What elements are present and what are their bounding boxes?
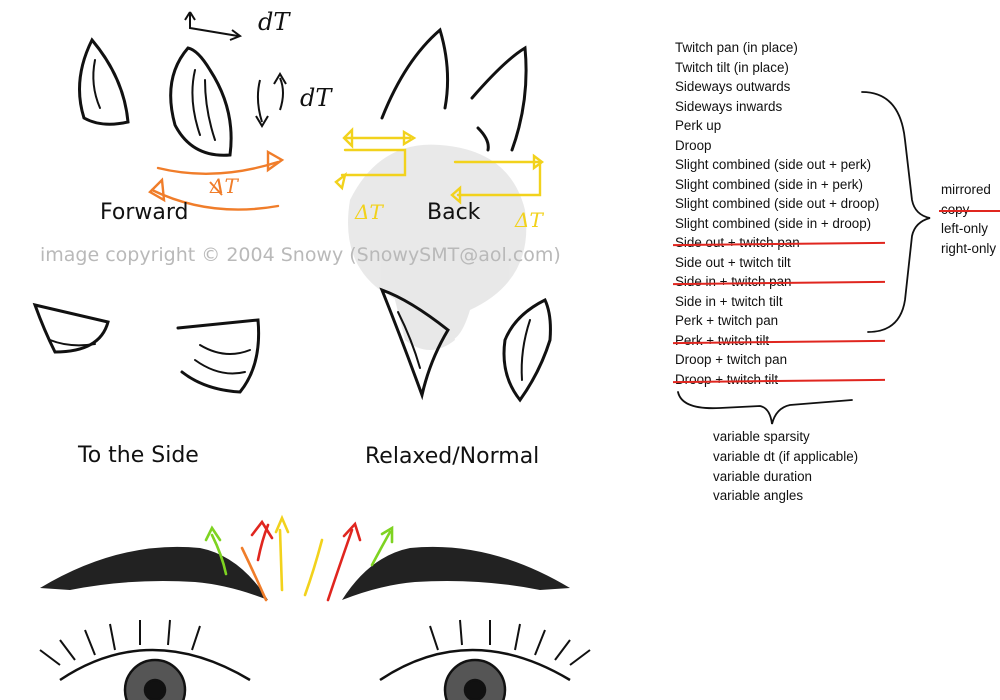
movement-item: Twitch tilt (in place) — [675, 59, 789, 75]
back-motion-arrows — [334, 127, 544, 205]
ear-side-right — [176, 318, 261, 394]
mode-item: copy — [938, 200, 1000, 220]
movement-item: Perk up — [675, 118, 722, 133]
movement-item: Droop + twitch pan — [675, 352, 788, 367]
variable-list: variable sparsity variable dt (if applica… — [713, 427, 858, 506]
mode-item: mirrored — [941, 182, 991, 197]
mode-item: right-only — [941, 240, 997, 256]
eyebrow-left — [40, 546, 268, 600]
dt-label-forward: ΔT — [210, 174, 238, 198]
movement-item: Perk + twitch pan — [675, 313, 779, 328]
ear-forward-right — [169, 46, 233, 157]
eye-left — [39, 619, 251, 700]
dt-label-back-right: ΔT — [515, 208, 543, 232]
movement-item: Side in + twitch tilt — [675, 293, 783, 309]
label-forward: Forward — [100, 200, 189, 225]
ear-side-left — [32, 302, 110, 354]
movement-item: Slight combined (side in + droop) — [675, 215, 872, 231]
mode-item: left-only — [941, 221, 988, 236]
variable-item: variable sparsity — [713, 429, 810, 444]
brow-motion-arrows — [204, 514, 394, 602]
variable-item: variable duration — [713, 468, 813, 484]
movement-item: Side out + twitch pan — [675, 233, 879, 253]
movement-item: Sideways outwards — [675, 79, 791, 94]
mode-list: mirrored copy left-only right-only — [938, 180, 1000, 258]
dt-forward-mark — [209, 181, 223, 196]
movement-item: Droop — [675, 137, 712, 153]
dt-label-mid: dT — [300, 84, 332, 112]
dt-label-top: dT — [258, 8, 290, 36]
movement-item: Perk + twitch tilt — [675, 331, 879, 351]
movement-item: Slight combined (side out + droop) — [675, 196, 880, 211]
forward-motion-arrows — [148, 149, 285, 211]
copyright-text: image copyright © 2004 Snowy (SnowySMT@a… — [40, 244, 561, 266]
ear-forward-left — [78, 37, 130, 126]
bracket-variables — [677, 391, 853, 425]
label-back: Back — [427, 200, 481, 225]
movement-item: Sideways inwards — [675, 98, 783, 114]
bracket-modes — [861, 91, 931, 333]
ear-back-left — [380, 27, 450, 120]
label-side: To the Side — [78, 443, 199, 468]
variable-item: variable dt (if applicable) — [713, 448, 859, 464]
movement-item: Slight combined (side in + perk) — [675, 176, 863, 192]
movement-item: Droop + twitch tilt — [675, 370, 879, 390]
movement-list: Twitch pan (in place) Twitch tilt (in pla… — [675, 38, 879, 389]
ear-relaxed-left — [379, 287, 450, 401]
eye-right — [379, 619, 591, 700]
eyebrow-right — [342, 546, 570, 600]
dt-label-back-left: ΔT — [355, 200, 383, 224]
variable-item: variable angles — [713, 488, 804, 504]
ear-back-right — [470, 45, 528, 152]
movement-item: Side in + twitch pan — [675, 272, 879, 292]
twitch-arrows — [184, 11, 287, 128]
movement-item: Twitch pan (in place) — [675, 40, 798, 55]
label-relaxed: Relaxed/Normal — [365, 444, 540, 469]
ear-relaxed-right — [502, 297, 552, 403]
movement-item: Slight combined (side out + perk) — [675, 157, 872, 172]
movement-item: Side out + twitch tilt — [675, 254, 791, 270]
